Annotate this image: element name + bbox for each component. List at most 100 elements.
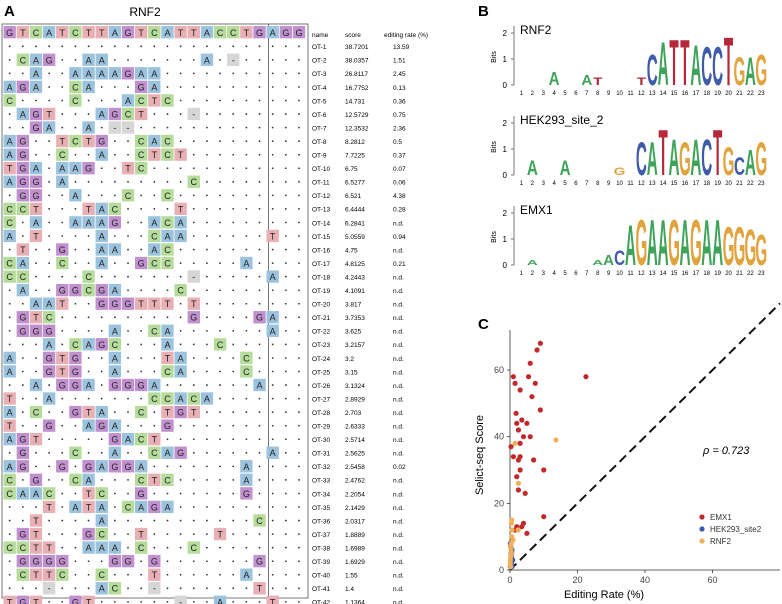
match-dot — [166, 126, 169, 129]
mismatch-cell — [82, 134, 95, 148]
ot-score: 6.75 — [345, 166, 358, 173]
match-dot — [179, 302, 182, 305]
match-dot — [140, 289, 143, 292]
match-dot — [48, 248, 51, 251]
mismatch-cell — [253, 311, 266, 324]
match-dot — [100, 167, 103, 170]
match-dot — [258, 438, 261, 441]
match-dot — [271, 58, 274, 61]
match-dot — [206, 384, 208, 386]
mismatch-letter: C — [33, 408, 40, 418]
mismatch-cell — [240, 365, 253, 378]
match-dot — [8, 329, 11, 332]
match-dot — [179, 194, 182, 197]
match-dot — [206, 465, 208, 468]
match-dot — [153, 180, 156, 183]
mismatch-letter: G — [72, 597, 79, 604]
mismatch-letter: G — [32, 109, 39, 119]
match-dot — [35, 506, 37, 508]
mismatch-letter: C — [6, 259, 13, 269]
mismatch-cell — [108, 541, 122, 554]
ot-name: OT-9 — [312, 153, 327, 160]
logo-position-label: 21 — [736, 271, 743, 277]
mismatch-cell — [56, 297, 69, 310]
match-dot — [61, 343, 64, 346]
ot-name: OT-37 — [312, 532, 330, 539]
match-dot — [74, 235, 77, 237]
logo-position-label: 22 — [747, 271, 754, 277]
match-dot — [245, 235, 248, 237]
match-dot — [219, 45, 221, 48]
mismatch-letter: G — [19, 313, 26, 323]
match-dot — [48, 153, 51, 156]
match-dot — [21, 424, 24, 427]
match-dot — [179, 438, 182, 441]
ot-name: OT-35 — [312, 505, 330, 512]
mismatch-cell — [174, 392, 187, 405]
mismatch-cell — [148, 80, 161, 94]
mismatch-cell — [82, 419, 95, 432]
ref-base-letter: T — [86, 28, 92, 38]
match-dot — [21, 506, 24, 508]
match-dot — [284, 357, 287, 359]
mismatch-cell — [82, 541, 95, 554]
mismatch-letter: A — [33, 299, 39, 309]
mismatch-cell — [161, 338, 174, 351]
mismatch-cell — [148, 392, 161, 405]
mismatch-cell — [240, 256, 253, 270]
match-dot — [232, 302, 235, 305]
mismatch-letter: A — [46, 340, 52, 350]
mismatch-letter: G — [19, 530, 26, 540]
mismatch-letter: G — [32, 557, 39, 567]
mismatch-letter: T — [33, 435, 39, 445]
match-dot — [284, 45, 287, 48]
match-dot — [284, 519, 287, 522]
mismatch-cell — [95, 527, 108, 541]
mismatch-letter: A — [270, 313, 276, 323]
ot-score: 2.1429 — [345, 505, 365, 512]
match-dot — [258, 343, 261, 346]
mismatch-cell — [108, 324, 122, 337]
mismatch-cell — [29, 175, 43, 188]
match-dot — [113, 194, 116, 197]
match-dot — [219, 167, 221, 170]
mismatch-cell — [29, 53, 43, 66]
match-dot — [219, 86, 221, 88]
ot-name: OT-5 — [312, 98, 327, 105]
mismatch-cell — [161, 351, 174, 365]
scatter-point — [515, 487, 522, 493]
ot-editing-rate: n.d. — [393, 559, 404, 566]
match-dot — [284, 221, 287, 224]
match-dot — [271, 194, 274, 197]
match-dot — [127, 600, 129, 603]
match-dot — [153, 519, 156, 522]
match-dot — [284, 533, 287, 536]
mismatch-letter: G — [243, 489, 250, 499]
match-dot — [192, 208, 195, 210]
mismatch-cell — [3, 270, 16, 283]
mismatch-cell — [121, 433, 135, 446]
logo-y-tick-label: 2 — [503, 29, 508, 38]
match-dot — [271, 506, 274, 508]
mismatch-cell — [161, 229, 174, 243]
match-dot — [87, 194, 90, 197]
mismatch-letter: A — [270, 326, 276, 336]
match-dot — [179, 126, 182, 129]
ref-base-cell — [69, 26, 82, 39]
match-dot — [232, 600, 235, 603]
match-dot — [232, 140, 235, 143]
logo-position-label: 10 — [616, 181, 623, 187]
match-dot — [127, 329, 129, 332]
match-dot — [113, 316, 116, 319]
match-dot — [192, 235, 195, 237]
match-dot — [258, 546, 261, 549]
match-dot — [206, 248, 208, 251]
mismatch-cell — [16, 189, 29, 202]
mismatch-letter: C — [164, 394, 171, 404]
match-dot — [232, 72, 235, 75]
match-dot — [179, 573, 182, 576]
match-dot — [298, 208, 300, 210]
match-dot — [271, 113, 274, 115]
match-dot — [232, 329, 235, 332]
mismatch-letter: C — [85, 286, 92, 296]
